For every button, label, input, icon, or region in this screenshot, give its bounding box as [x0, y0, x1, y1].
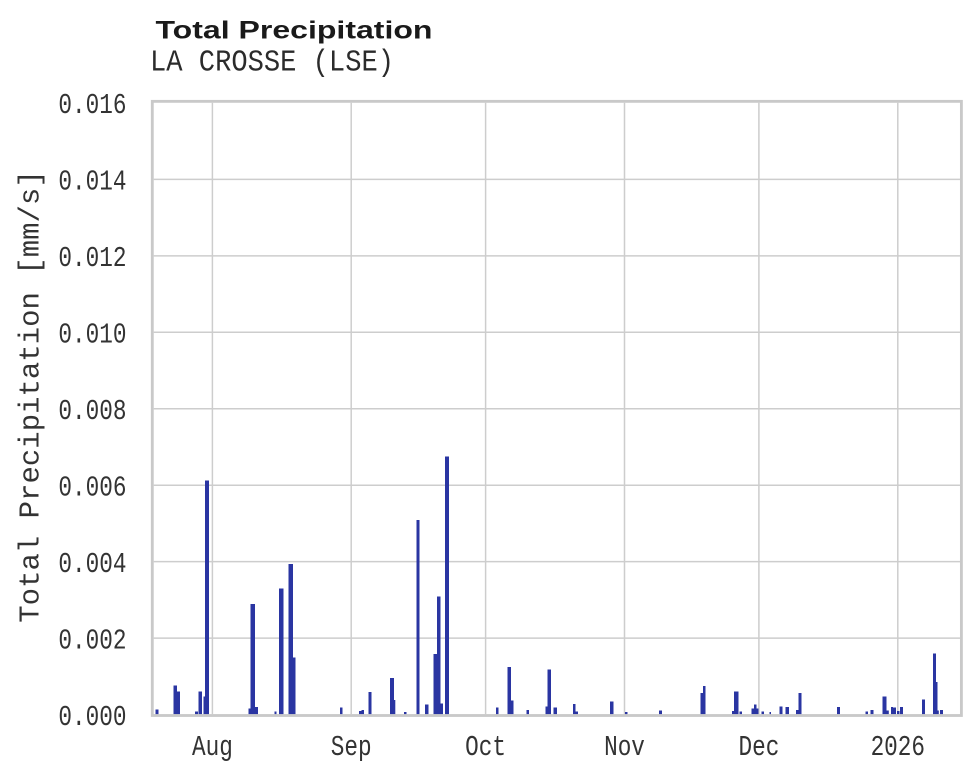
- svg-text:0.000: 0.000: [58, 702, 126, 734]
- svg-text:0.012: 0.012: [58, 243, 126, 275]
- svg-text:Dec: Dec: [738, 732, 779, 764]
- svg-text:LA CROSSE (LSE): LA CROSSE (LSE): [150, 45, 394, 81]
- svg-text:Sep: Sep: [331, 732, 372, 764]
- svg-text:0.010: 0.010: [58, 319, 126, 351]
- svg-text:Nov: Nov: [604, 732, 645, 764]
- svg-text:0.016: 0.016: [58, 90, 126, 122]
- svg-text:Total Precipitation: Total Precipitation: [156, 17, 433, 45]
- svg-text:0.006: 0.006: [58, 472, 126, 504]
- svg-text:0.008: 0.008: [58, 396, 126, 428]
- svg-text:0.004: 0.004: [58, 549, 126, 581]
- svg-text:Total Precipitation [mm/s]: Total Precipitation [mm/s]: [15, 170, 48, 622]
- svg-text:2026: 2026: [871, 732, 925, 764]
- svg-text:0.014: 0.014: [58, 166, 126, 198]
- svg-text:0.002: 0.002: [58, 625, 126, 657]
- svg-text:Aug: Aug: [192, 732, 233, 764]
- svg-text:Oct: Oct: [465, 732, 506, 764]
